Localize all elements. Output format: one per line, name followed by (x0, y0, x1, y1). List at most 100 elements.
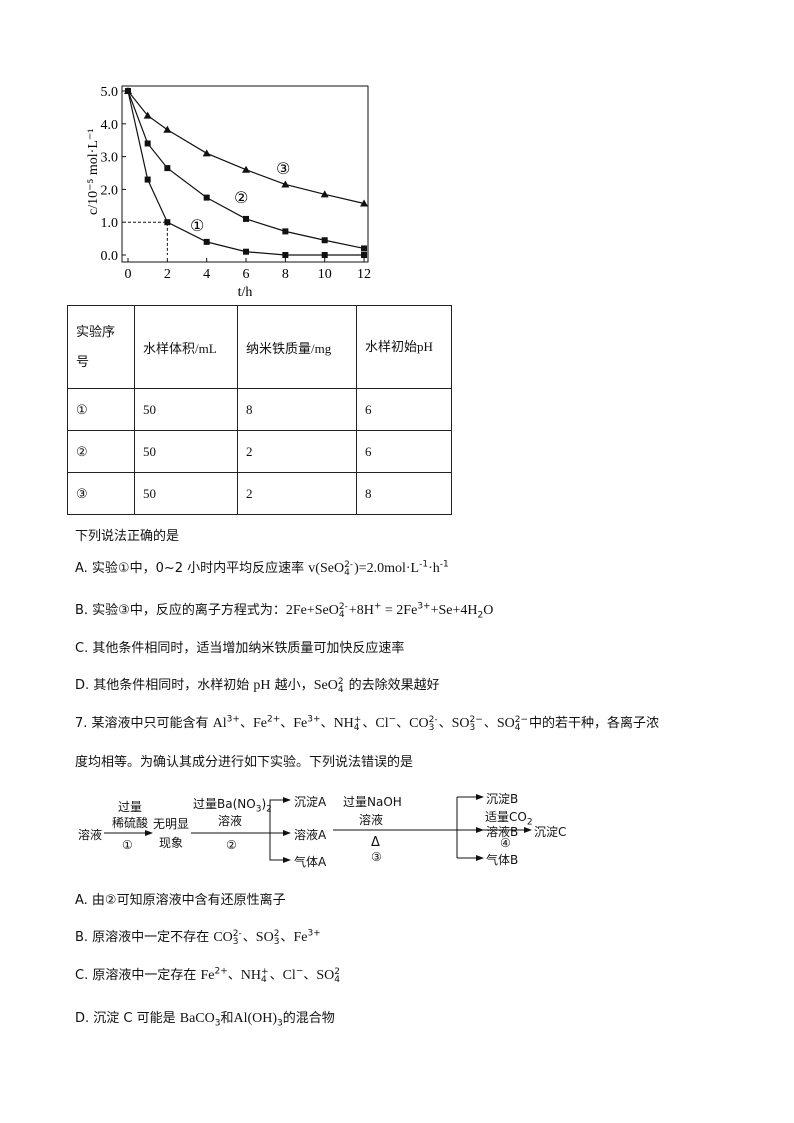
series-label: ② (234, 188, 248, 207)
table-row: ① 50 8 6 (67, 388, 452, 431)
text-segment: B. 原溶液中一定不存在 (75, 930, 214, 945)
text-segment: A. 由②可知原溶液中含有还原性离子 (75, 893, 286, 908)
dashed-guide (128, 221, 168, 255)
flow-s1-mid: 稀硫酸 (112, 816, 149, 830)
y-tick-label: 4.0 (101, 118, 119, 133)
text-segment: 2+ (266, 714, 281, 725)
s2-text: 过量Ba(NO (193, 797, 256, 811)
text-segment: 、 (269, 968, 283, 983)
plot-frame (121, 85, 369, 263)
text-segment: CO (409, 716, 429, 731)
data-point (203, 238, 210, 245)
s4-text: 适量CO (485, 810, 527, 824)
text-segment: 7. 某溶液中只可能含有 (75, 716, 213, 731)
y-tick-label: 2.0 (101, 183, 119, 198)
text-segment: D. 沉淀 C 可能是 (75, 1011, 180, 1026)
data-point (242, 165, 251, 173)
y-axis-label: c/10⁻⁵ mol·L⁻¹ (86, 129, 101, 215)
flow-s2-num: ② (226, 838, 237, 852)
data-point (282, 252, 289, 258)
text-segment: ·h (428, 561, 440, 576)
text-segment: 和 (220, 1011, 234, 1026)
text-segment: C. 原溶液中一定存在 (75, 968, 201, 983)
text-segment: 3+ (226, 714, 240, 725)
text-segment: SeO (313, 678, 338, 693)
data-point (321, 252, 328, 258)
x-tick-label: 6 (243, 267, 250, 282)
data-point (144, 140, 151, 147)
text-segment: 、 (362, 716, 376, 731)
text-segment: -1 (439, 559, 449, 570)
text-segment: 3+ (417, 601, 431, 612)
text-segment: Fe (252, 716, 267, 731)
s2-sub2: 2 (266, 804, 272, 815)
text-segment: 中的若干种，各离子浓 (529, 716, 660, 731)
q7-option-c[interactable]: C. 原溶液中一定存在 Fe2+、NH +4 、Cl−、SO 2 4 (75, 964, 341, 984)
text-segment: C. 其他条件相同时，适当增加纳米铁质量可加快反应速率 (75, 641, 405, 656)
x-tick-label: 2 (164, 267, 171, 282)
s4-sub: 2 (526, 817, 533, 828)
series-label: ③ (276, 159, 290, 178)
q6-option-b[interactable]: B. 实验③中，反应的离子方程式为：2Fe+SeO 2- 4 +8H+ = 2Fe3+… (75, 599, 493, 621)
cell: 50 (134, 430, 238, 473)
flow-s2-top: 过量Ba(NO3)2 (193, 795, 272, 814)
text-segment: Cl (375, 716, 389, 731)
q7-option-d[interactable]: D. 沉淀 C 可能是 BaCO3和Al(OH)3的混合物 (75, 1007, 335, 1029)
flow-s4-num: ④ (500, 836, 511, 850)
flow-s1-top: 过量 (118, 800, 143, 814)
x-tick-label: 10 (318, 267, 332, 282)
flow-r1-a: 无明显 (153, 817, 190, 831)
text-segment: + (373, 601, 382, 612)
text-segment: 、 (320, 716, 334, 731)
flow-precip-b: 沉淀B (486, 792, 519, 806)
text-segment: 越小， (270, 678, 314, 693)
text-segment: 的去除效果越好 (344, 678, 440, 693)
flow-solution-b: 溶液B (486, 825, 519, 839)
q7-option-b[interactable]: B. 原溶液中一定不存在 CO 2- 3 、SO 2 3 、Fe3+ (75, 926, 321, 946)
text-segment: 2Fe+SeO (285, 603, 339, 618)
text-segment: 、 (239, 716, 253, 731)
text-segment: pH (253, 678, 271, 693)
text-segment: 2- 3 (232, 928, 242, 947)
q6-option-c[interactable]: C. 其他条件相同时，适当增加纳米铁质量可加快反应速率 (75, 637, 404, 656)
header-cell: 实验序号 (67, 305, 135, 389)
data-point (202, 149, 211, 157)
text-segment: +4 (353, 714, 362, 733)
y-tick-label: 3.0 (101, 151, 119, 166)
text-segment: 3 (214, 1018, 221, 1029)
text-segment: Fe (293, 930, 308, 945)
text-segment: SO (255, 930, 274, 945)
cell: 6 (356, 430, 452, 473)
q6-option-a[interactable]: A. 实验①中，0~2 小时内平均反应速率 v(SeO 2- 4)=2.0mol·L… (75, 557, 449, 577)
text-segment: v(SeO (308, 561, 345, 576)
data-point (163, 125, 172, 133)
experiment-table: 实验序号 水样体积/mL 纳米铁质量/mg 水样初始pH ① 50 8 6 ② 50 2 6… (67, 305, 452, 515)
x-axis-label: t/h (238, 285, 253, 300)
text-segment: 2− 3 (469, 714, 483, 733)
flow-s4-top: 适量CO2 (485, 808, 533, 827)
q6-option-d[interactable]: D. 其他条件相同时，水样初始 pH 越小，SeO 2 4 的去除效果越好 (75, 674, 440, 694)
table-header-row: 实验序号 水样体积/mL 纳米铁质量/mg 水样初始pH (67, 305, 452, 389)
text-segment: +8H (348, 603, 374, 618)
series-label: ① (190, 216, 204, 235)
text-segment: B. 实验③中，反应的离子方程式为： (75, 603, 286, 618)
data-point (164, 219, 171, 226)
text-segment: 2+ (214, 966, 228, 977)
text-segment: Fe (293, 716, 308, 731)
text-segment: Cl (282, 968, 296, 983)
flow-solution-a: 溶液A (294, 828, 327, 842)
flow-r1-b: 现象 (159, 836, 184, 850)
text-segment: 2- 4 (338, 601, 348, 620)
data-point (361, 245, 368, 252)
text-segment: Fe (200, 968, 215, 983)
text-segment: − (388, 714, 397, 725)
header-cell: 水样体积/mL (134, 305, 238, 389)
q7-option-a[interactable]: A. 由②可知原溶液中含有还原性离子 (75, 889, 286, 908)
text-segment: 3+ (307, 714, 321, 725)
text-segment: 2− 4 (514, 714, 528, 733)
text-segment: 3 (277, 1018, 283, 1029)
cell: 2 (237, 430, 357, 473)
